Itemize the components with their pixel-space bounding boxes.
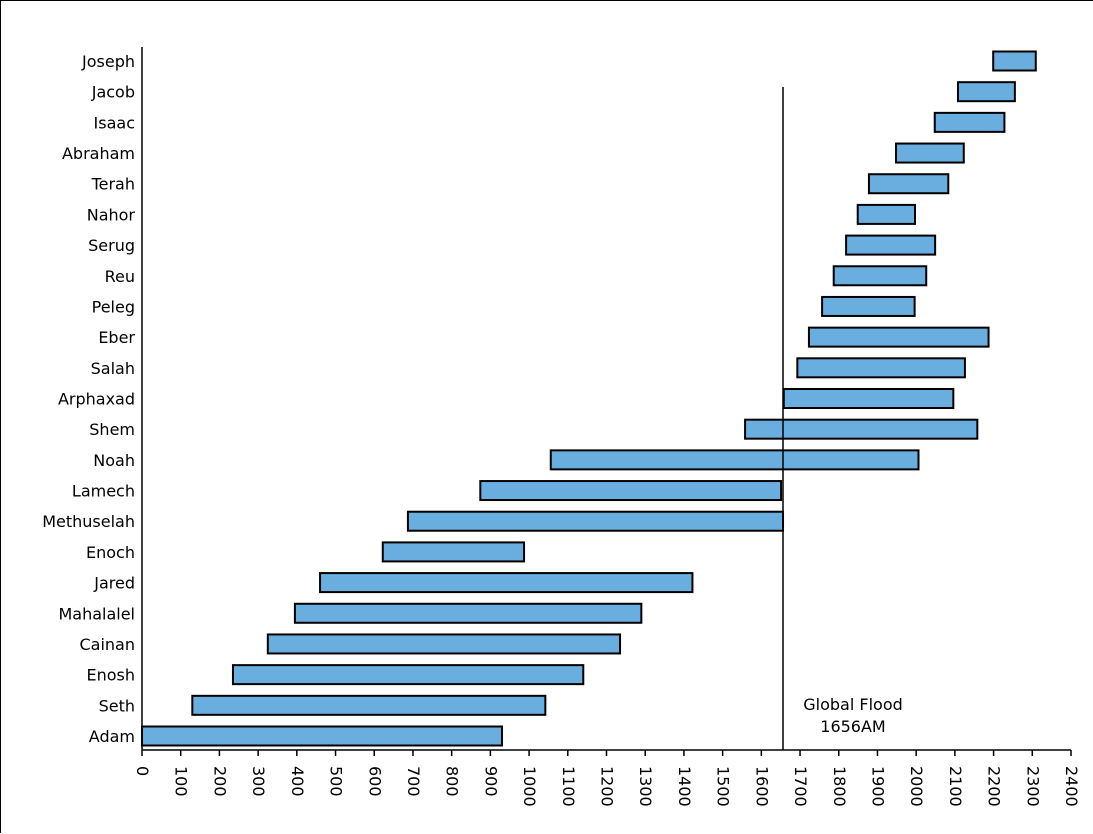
x-tick-label: 2300 xyxy=(1023,766,1042,807)
bar-abraham xyxy=(895,142,965,164)
x-tick-label: 1500 xyxy=(714,766,733,807)
x-tick-label: 1200 xyxy=(598,766,617,807)
x-tick-label: 0 xyxy=(133,766,152,776)
x-tick-label: 2000 xyxy=(907,766,926,807)
bar-nahor xyxy=(856,203,917,225)
y-tick-label: Adam xyxy=(89,727,135,746)
bar-isaac xyxy=(933,111,1006,133)
bar-methuselah xyxy=(406,510,785,532)
x-tick-label: 100 xyxy=(172,766,191,797)
y-tick-label: Peleg xyxy=(92,297,135,316)
y-tick-label: Jared xyxy=(93,574,135,593)
y-tick-label: Nahor xyxy=(87,205,136,224)
y-tick-label: Arphaxad xyxy=(58,390,135,409)
y-tick-label: Abraham xyxy=(62,144,135,163)
flood-annotation-title: Global Flood xyxy=(803,695,903,714)
x-tick-label: 2100 xyxy=(946,766,965,807)
x-tick-label: 400 xyxy=(288,766,307,797)
x-tick-label: 1000 xyxy=(520,766,539,807)
x-tick-label: 900 xyxy=(481,766,500,797)
bar-cainan xyxy=(266,633,622,655)
bar-enoch xyxy=(381,541,526,563)
bar-jacob xyxy=(956,81,1016,103)
y-tick-label: Noah xyxy=(93,451,135,470)
x-tick-label: 200 xyxy=(210,766,229,797)
y-tick-labels: Adam Seth Enosh Cainan Mahalalel Jared Enoch Me… xyxy=(42,52,135,746)
bar-peleg xyxy=(821,295,916,317)
y-tick-label: Lamech xyxy=(72,482,135,501)
bar-noah xyxy=(549,449,920,471)
bar-terah xyxy=(867,173,950,195)
y-tick-label: Methuselah xyxy=(42,512,135,531)
bar-shem xyxy=(744,418,979,440)
x-tick-label: 600 xyxy=(365,766,384,797)
x-tick-label: 1700 xyxy=(791,766,810,807)
bar-mahalalel xyxy=(293,602,643,624)
bar-eber xyxy=(807,326,990,348)
x-tick-label: 1400 xyxy=(675,766,694,807)
y-tick-label: Eber xyxy=(98,328,135,347)
y-tick-label: Isaac xyxy=(94,113,135,132)
y-tick-label: Jacob xyxy=(91,83,135,102)
x-tick-label: 500 xyxy=(327,766,346,797)
bar-serug xyxy=(845,234,937,256)
y-tick-label: Serug xyxy=(88,236,135,255)
y-tick-label: Enosh xyxy=(86,666,135,685)
bar-seth xyxy=(191,694,547,716)
bar-salah xyxy=(796,357,966,379)
x-tick-label: 700 xyxy=(404,766,423,797)
x-tick-label: 300 xyxy=(249,766,268,797)
x-tick-label: 2400 xyxy=(1062,766,1081,807)
x-tick-label: 1100 xyxy=(559,766,578,807)
y-tick-label: Seth xyxy=(99,696,135,715)
bar-arphaxad xyxy=(782,388,955,409)
bar-joseph xyxy=(992,50,1037,72)
y-tick-label: Reu xyxy=(105,267,135,286)
y-tick-label: Enoch xyxy=(86,543,135,562)
x-tick-label: 1900 xyxy=(868,766,887,807)
bar-adam xyxy=(141,725,503,747)
x-tick-label: 2200 xyxy=(985,766,1004,807)
x-tick-label: 1800 xyxy=(830,766,849,807)
y-tick-label: Cainan xyxy=(79,635,135,654)
x-tick-label: 1300 xyxy=(636,766,655,807)
x-ticks: 0 100 200 300 400 500 600 700 800 900 1000 1100 1200… xyxy=(133,750,1081,807)
y-tick-label: Salah xyxy=(91,359,135,378)
bars-layer xyxy=(141,50,1037,747)
y-tick-label: Mahalalel xyxy=(58,604,135,623)
bar-lamech xyxy=(479,480,783,502)
y-tick-label: Terah xyxy=(91,175,135,194)
x-tick-label: 800 xyxy=(443,766,462,797)
bar-jared xyxy=(319,572,694,594)
bar-reu xyxy=(832,265,928,287)
bar-enosh xyxy=(231,664,585,686)
flood-annotation-year: 1656AM xyxy=(820,717,885,736)
y-tick-label: Shem xyxy=(89,420,135,439)
x-tick-label: 1600 xyxy=(752,766,771,807)
y-tick-label: Joseph xyxy=(81,52,135,71)
